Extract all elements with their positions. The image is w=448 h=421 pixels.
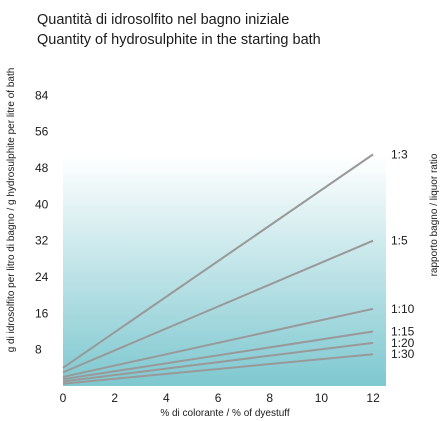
series-line-1-30 <box>62 353 374 385</box>
series-label-1-20: 1:20 <box>391 336 415 350</box>
x-tick-label: 4 <box>163 391 170 405</box>
series-line-1-10 <box>62 307 374 378</box>
right-axis-label: rapporto bagno / liquor ratio <box>429 153 440 276</box>
y-tick-label: 32 <box>35 234 49 248</box>
y-axis-label: g di idrosolfito per litro di bagno / g … <box>6 68 17 353</box>
series-lines <box>62 153 374 385</box>
x-tick-label: 10 <box>315 391 329 405</box>
x-axis-ticks: 0 2 4 6 8 10 12 <box>60 391 380 405</box>
x-axis-label: % di colorante / % of dyestuff <box>160 408 290 419</box>
x-tick-label: 6 <box>215 391 222 405</box>
y-tick-label: 48 <box>35 161 49 175</box>
series-label-1-3: 1:3 <box>391 147 408 161</box>
y-tick-label: 40 <box>35 197 49 211</box>
y-tick-label: 24 <box>35 270 49 284</box>
x-tick-label: 12 <box>366 391 380 405</box>
chart-subtitle: Quantity of hydrosulphite in the startin… <box>37 32 321 48</box>
series-label-1-15: 1:15 <box>391 325 415 339</box>
y-tick-label: 8 <box>35 343 42 357</box>
y-tick-label: 16 <box>35 306 49 320</box>
series-line-1-20 <box>62 341 374 383</box>
y-tick-label: 56 <box>35 125 49 139</box>
series-label-1-10: 1:10 <box>391 302 415 316</box>
series-labels: 1:3 1:5 1:10 1:151:201:30 <box>391 147 415 361</box>
y-axis-ticks: 8 16 24 32 40 48 56 84 <box>35 88 49 356</box>
series-line-1-15 <box>62 330 374 381</box>
x-tick-label: 8 <box>266 391 273 405</box>
series-label-1-5: 1:5 <box>391 234 408 248</box>
series-line-1-5 <box>62 239 374 374</box>
x-tick-label: 2 <box>111 391 118 405</box>
series-label-1-30: 1:30 <box>391 347 415 361</box>
y-tick-label: 84 <box>35 88 49 102</box>
x-tick-label: 0 <box>60 391 67 405</box>
series-line-1-3 <box>62 153 374 369</box>
chart-title: Quantità di idrosolfito nel bagno inizia… <box>37 12 289 28</box>
